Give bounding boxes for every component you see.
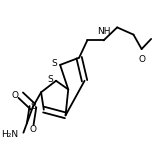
Text: S: S [30,102,36,111]
Text: S: S [48,75,53,84]
Text: NH: NH [97,27,110,36]
Text: S: S [52,59,58,68]
Text: O: O [138,55,145,64]
Text: O: O [12,91,19,100]
Text: H₂N: H₂N [1,130,18,139]
Text: O: O [29,125,36,134]
